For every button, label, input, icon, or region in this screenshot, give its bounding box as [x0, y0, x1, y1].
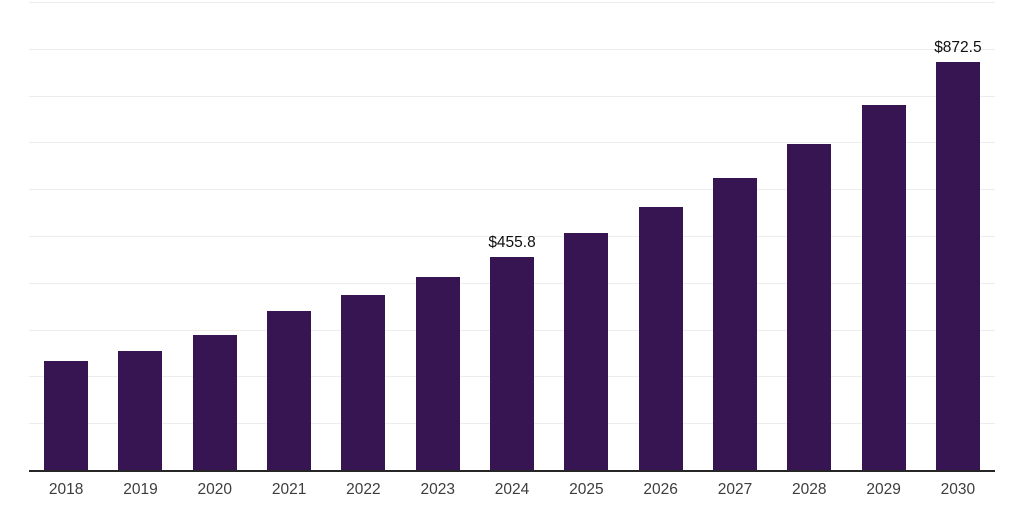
- x-tick-label-2027: 2027: [717, 481, 753, 498]
- x-tick-label-2028: 2028: [792, 481, 827, 498]
- x-tick-label-2018: 2018: [48, 481, 84, 498]
- gridline-600: [29, 189, 995, 191]
- bar-slot-2022: [326, 2, 400, 470]
- x-tick-label-2030: 2030: [940, 481, 976, 498]
- x-tick-label-2019: 2019: [123, 481, 158, 498]
- bar-slot-2030: $872.5: [921, 2, 995, 470]
- x-tick-label-2024: 2024: [494, 481, 530, 498]
- x-tick-label-2021: 2021: [271, 481, 307, 498]
- bar-2018: [44, 360, 89, 470]
- x-axis-line: [29, 470, 995, 472]
- bar-2022: [341, 294, 386, 470]
- bar-2026: [638, 206, 683, 470]
- bar-2024: [490, 256, 535, 470]
- bar-slot-2020: [178, 2, 252, 470]
- x-tick-label-2023: 2023: [420, 481, 455, 498]
- bar-slot-2028: [772, 2, 846, 470]
- bar-slot-2027: [698, 2, 772, 470]
- bar-2028: [787, 144, 832, 470]
- bar-slot-2029: [846, 2, 920, 470]
- bar-slot-2025: [549, 2, 623, 470]
- bar-2023: [415, 277, 460, 470]
- bar-slot-2021: [252, 2, 326, 470]
- data-label-2030: $872.5: [934, 39, 982, 57]
- x-tick-label-2026: 2026: [643, 481, 678, 498]
- bar-2030: [935, 61, 980, 470]
- bar-2027: [712, 177, 757, 470]
- bar-2029: [861, 104, 906, 470]
- gridline-800: [29, 95, 995, 97]
- bar-series: $455.8 $872.5: [29, 2, 995, 470]
- x-tick-label-2020: 2020: [197, 481, 233, 498]
- gridline-1000: [29, 2, 995, 3]
- bar-slot-2024: $455.8: [475, 2, 549, 470]
- bar-slot-2026: [624, 2, 698, 470]
- bar-2021: [267, 311, 312, 470]
- plot-area: $455.8 $872.5: [29, 2, 995, 472]
- bar-2025: [564, 233, 609, 470]
- bar-slot-2018: [29, 2, 103, 470]
- x-tick-label-2025: 2025: [569, 481, 604, 498]
- data-label-2024: $455.8: [488, 234, 536, 252]
- x-tick-label-2029: 2029: [866, 481, 901, 498]
- gridline-700: [29, 142, 995, 144]
- bar-2019: [118, 350, 163, 470]
- x-axis-tick-labels: 2018 2019 2020 2021 2022 2023 2024 2025 2026 2027…: [29, 482, 995, 498]
- x-tick-label-2022: 2022: [346, 481, 381, 498]
- gridline-500: [29, 236, 995, 237]
- bar-slot-2023: [401, 2, 475, 470]
- bar-2020: [192, 334, 237, 470]
- gridline-900: [29, 48, 995, 50]
- bar-slot-2019: [103, 2, 177, 470]
